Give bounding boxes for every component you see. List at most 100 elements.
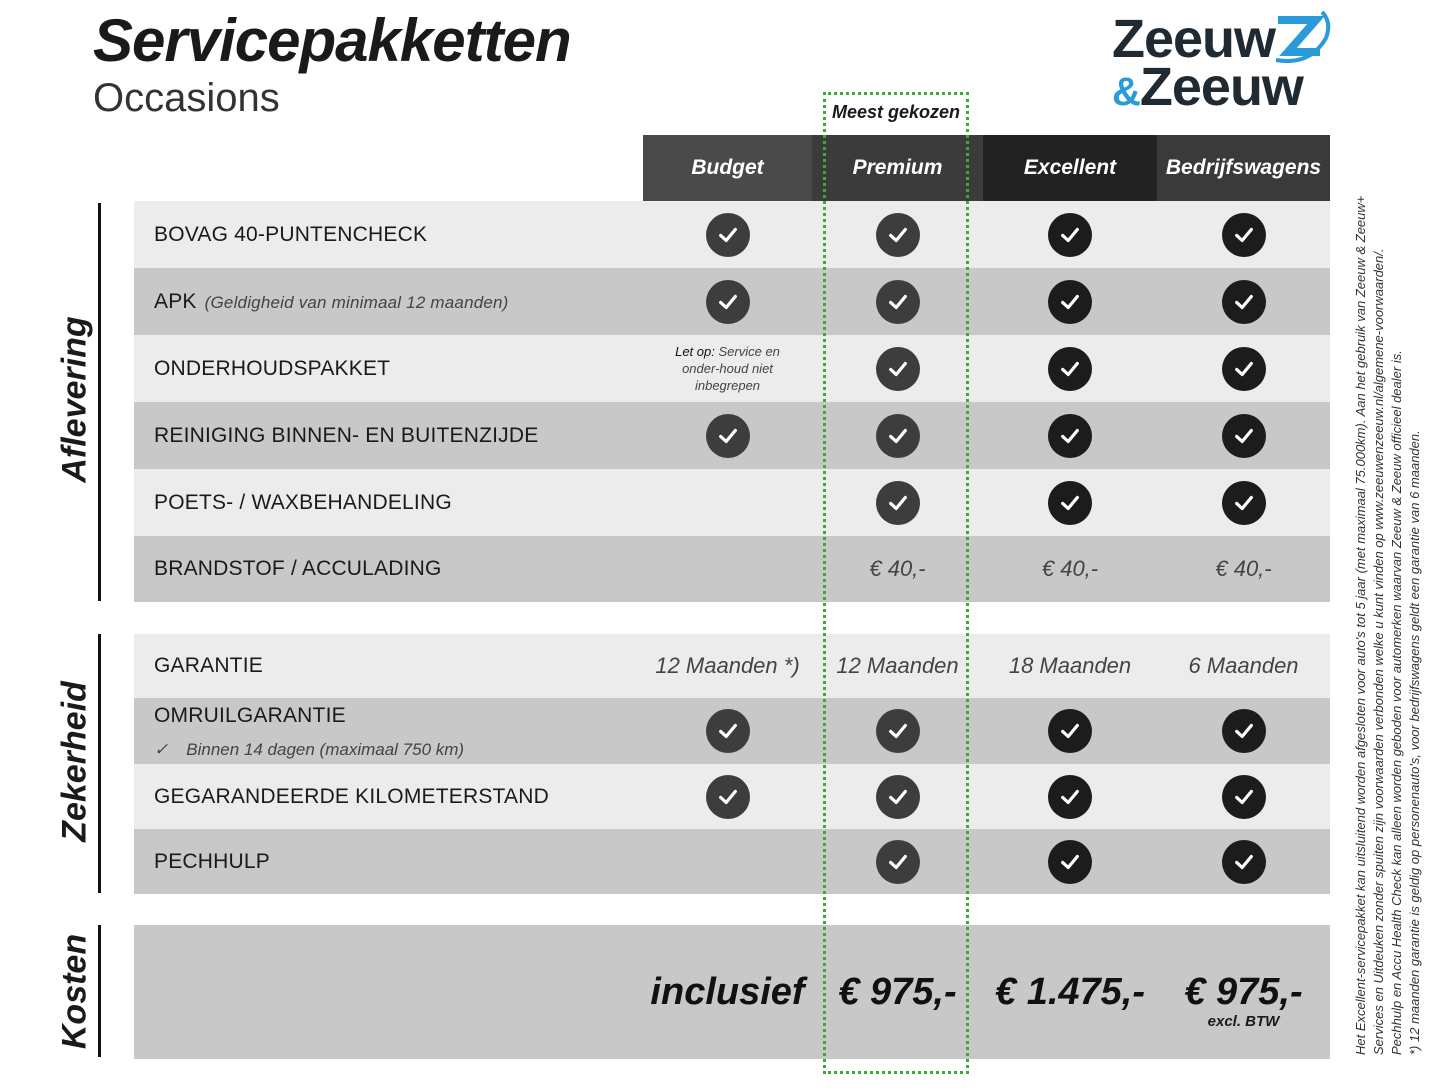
logo: Zeeuw &Zeeuw [1110, 8, 1335, 117]
cell-premium [812, 335, 983, 402]
costs-row: inclusief € 975,- € 1.475,- € 975,- excl… [134, 925, 1330, 1059]
price-premium: € 975,- [838, 970, 957, 1013]
cell-premium [812, 764, 983, 829]
cell-premium [812, 698, 983, 764]
check-mark-icon: ✓ [154, 740, 169, 759]
cell-bedrijfswagens [1157, 335, 1330, 402]
row-label-text: BRANDSTOF / ACCULADING [154, 557, 442, 580]
table-row: BOVAG 40-PUNTENCHECK [134, 201, 1330, 268]
column-header-budget: Budget [643, 135, 812, 201]
cell-value: € 40,- [1215, 556, 1272, 581]
cell-bedrijfswagens [1157, 698, 1330, 764]
check-circle-icon [875, 413, 920, 458]
row-label: APK (Geldigheid van minimaal 12 maanden) [154, 290, 509, 314]
row-label-text: GARANTIE [154, 654, 263, 677]
check-circle-icon [1221, 774, 1266, 819]
row-label: BOVAG 40-PUNTENCHECK [154, 223, 427, 247]
cell-premium [812, 201, 983, 268]
cell-budget [643, 536, 812, 602]
section-divider [98, 925, 101, 1057]
check-circle-icon [875, 212, 920, 257]
cell-excellent [983, 335, 1157, 402]
footnote: *) 12 maanden garantie is geldig op pers… [1407, 430, 1422, 1055]
table-row: GARANTIE 12 Maanden *) 12 Maanden 18 Maande… [134, 634, 1330, 698]
table-row: APK (Geldigheid van minimaal 12 maanden) [134, 268, 1330, 335]
cell-budget [643, 268, 812, 335]
check-circle-icon [1048, 413, 1092, 458]
check-circle-icon [875, 279, 920, 324]
page-title: Servicepakketten [93, 7, 572, 74]
cell-bedrijfswagens [1157, 201, 1330, 268]
check-circle-icon [1048, 212, 1092, 257]
row-label: GARANTIE [154, 654, 263, 678]
price-bedrijfswagens: € 975,- [1184, 970, 1303, 1013]
cell-excellent [983, 268, 1157, 335]
cell-premium [812, 402, 983, 469]
cell-premium [812, 469, 983, 536]
row-label-text: ONDERHOUDSPAKKET [154, 356, 391, 380]
table-row: BRANDSTOF / ACCULADING € 40,- € 40,- € 40,- [134, 536, 1330, 602]
row-label-text: GEGARANDEERDE KILOMETERSTAND [154, 784, 549, 808]
table-row: ONDERHOUDSPAKKET Let op: Service en onder… [134, 335, 1330, 402]
cell-budget [643, 764, 812, 829]
section-divider [98, 634, 101, 893]
row-label: REINIGING BINNEN- EN BUITENZIJDE [154, 424, 538, 448]
table-row: OMRUILGARANTIE ✓ Binnen 14 dagen (maximaa… [134, 698, 1330, 764]
row-label: OMRUILGARANTIE [154, 704, 346, 727]
row-label: GEGARANDEERDE KILOMETERSTAND [154, 785, 549, 809]
cell-excellent: € 40,- [983, 536, 1157, 602]
cell-budget [643, 829, 812, 894]
check-circle-icon [1048, 709, 1092, 753]
budget-note: Let op: Service en onder-houd niet inbeg… [643, 343, 812, 394]
cell-bedrijfswagens [1157, 402, 1330, 469]
check-circle-icon [875, 839, 920, 884]
price-excellent: € 1.475,- [995, 970, 1145, 1013]
check-circle-icon [1221, 279, 1266, 324]
cell-value: € 40,- [1041, 556, 1099, 581]
check-circle-icon [1048, 480, 1092, 525]
cell-budget: 12 Maanden *) [643, 634, 812, 698]
cell-bedrijfswagens: 6 Maanden [1157, 634, 1330, 698]
check-circle-icon [705, 413, 750, 458]
check-circle-icon [1221, 480, 1266, 525]
cell-excellent [983, 402, 1157, 469]
cell-premium [812, 268, 983, 335]
column-header-excellent: Excellent [983, 135, 1157, 201]
cell-budget: Let op: Service en onder-houd niet inbeg… [643, 335, 812, 402]
footnote: Services en Uitdeuken zonder spuiten zij… [1371, 248, 1386, 1055]
cell-premium [812, 829, 983, 894]
footnote: Pechhulp en Accu Health Check kan alleen… [1389, 350, 1404, 1055]
check-circle-icon [1048, 279, 1092, 324]
note-text: Service en onder-houd niet inbegrepen [682, 344, 780, 393]
section-divider [98, 203, 101, 601]
cell-value: 18 Maanden [1008, 653, 1132, 678]
cell-excellent: 18 Maanden [983, 634, 1157, 698]
cell-value: 6 Maanden [1188, 653, 1299, 678]
check-circle-icon [1221, 212, 1266, 257]
section-label-zekerheid: Zekerheid [55, 681, 94, 842]
row-label-text: BOVAG 40-PUNTENCHECK [154, 222, 428, 246]
row-label-text: APK [154, 289, 197, 313]
logo-text: Zeeuw [1112, 9, 1276, 69]
cell-excellent [983, 469, 1157, 536]
check-circle-icon [1221, 346, 1266, 391]
cell-budget [643, 201, 812, 268]
cell-excellent [983, 829, 1157, 894]
check-circle-icon [1221, 839, 1266, 884]
check-circle-icon [1221, 413, 1266, 458]
check-circle-icon [705, 709, 750, 753]
table-row: GEGARANDEERDE KILOMETERSTAND [134, 764, 1330, 829]
check-circle-icon [875, 774, 920, 819]
row-label-text: PECHHULP [154, 849, 270, 873]
check-circle-icon [1048, 774, 1092, 819]
note-bold: Let op: [675, 344, 715, 359]
check-circle-icon [1048, 839, 1092, 884]
row-sublabel: (Geldigheid van minimaal 12 maanden) [204, 292, 509, 312]
cell-bedrijfswagens [1157, 829, 1330, 894]
cell-value: € 40,- [869, 556, 926, 581]
page-subtitle: Occasions [93, 76, 280, 120]
cell-bedrijfswagens [1157, 469, 1330, 536]
check-circle-icon [705, 279, 750, 324]
cell-value: 12 Maanden [836, 653, 959, 678]
check-circle-icon [875, 346, 920, 391]
